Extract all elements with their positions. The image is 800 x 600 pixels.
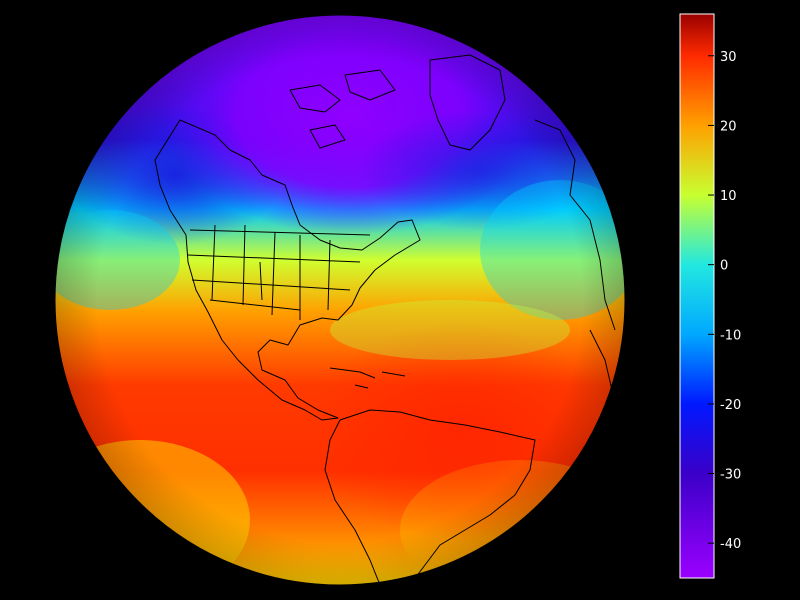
colorbar: 30 20 10 0 -10 -20 -30 -40 [679, 13, 741, 579]
colorbar-tick-label: -40 [720, 537, 741, 552]
colorbar-tick-label: 0 [720, 259, 728, 274]
colorbar-tick-label: -20 [720, 398, 741, 413]
colorbar-tick-label: -10 [720, 328, 741, 343]
globe-outline [54, 14, 626, 586]
colorbar-tick-label: 30 [720, 50, 737, 65]
colorbar-tick-label: -30 [720, 468, 741, 483]
colorbar-gradient [679, 13, 715, 579]
colorbar-ticks: 30 20 10 0 -10 -20 -30 -40 [708, 50, 741, 552]
globe-limb [55, 15, 625, 585]
colorbar-tick-label: 20 [720, 119, 737, 134]
colorbar-tick-label: 10 [720, 189, 737, 204]
globe [55, 15, 625, 585]
